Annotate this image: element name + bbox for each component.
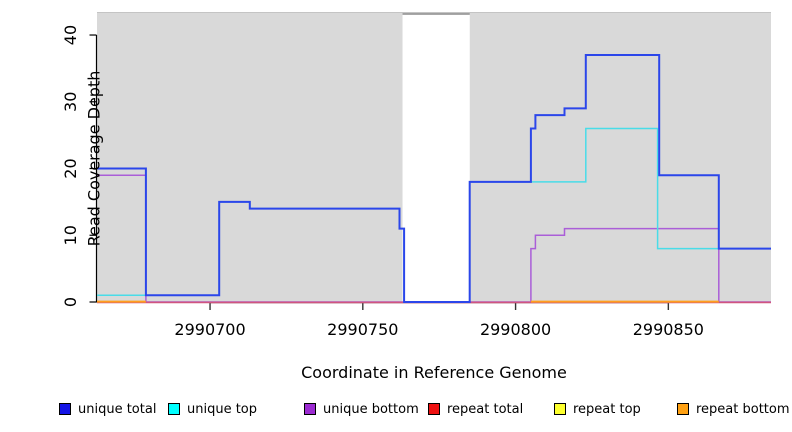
y-tick-label: 30 bbox=[61, 92, 80, 112]
x-tick-label: 2990750 bbox=[327, 320, 398, 339]
legend-item-repeat-bottom: repeat bottom bbox=[677, 398, 790, 420]
x-tick-label: 2990850 bbox=[633, 320, 704, 339]
legend-label-unique-top: unique top bbox=[187, 401, 258, 417]
y-tick-label: 10 bbox=[61, 225, 80, 245]
legend-item-unique-bottom: unique bottom bbox=[304, 398, 419, 420]
legend-swatch-unique-total bbox=[59, 403, 71, 415]
x-tick-label: 2990800 bbox=[480, 320, 551, 339]
series-unique-total bbox=[97, 54, 771, 303]
legend-label-repeat-bottom: repeat bottom bbox=[696, 401, 790, 417]
legend-label-unique-total: unique total bbox=[78, 401, 157, 417]
legend-swatch-repeat-bottom bbox=[677, 403, 689, 415]
legend-swatch-repeat-top bbox=[554, 403, 566, 415]
legend-item-unique-top: unique top bbox=[168, 398, 257, 420]
legend-item-repeat-top: repeat top bbox=[554, 398, 641, 420]
legend-swatch-repeat-total bbox=[428, 403, 440, 415]
y-tick-label: 20 bbox=[61, 158, 80, 178]
y-tick-label: 40 bbox=[61, 25, 80, 45]
no-data-gap bbox=[402, 14, 470, 302]
legend-label-repeat-top: repeat top bbox=[573, 401, 641, 417]
legend-label-repeat-total: repeat total bbox=[447, 401, 524, 417]
x-axis-title: Coordinate in Reference Genome bbox=[301, 363, 567, 382]
legend-label-unique-bottom: unique bottom bbox=[323, 401, 419, 417]
legend-item-unique-total: unique total bbox=[59, 398, 156, 420]
y-tick-label: 0 bbox=[61, 297, 80, 307]
legend-swatch-unique-top bbox=[168, 403, 180, 415]
x-tick-label: 2990700 bbox=[174, 320, 245, 339]
legend-swatch-unique-bottom bbox=[304, 403, 316, 415]
chart-legend: unique total unique top unique bottom repea… bbox=[0, 398, 792, 424]
plot-area: 0 10 20 30 40 2990700 2990750 2990800 2990850 bbox=[61, 12, 771, 339]
legend-item-repeat-total: repeat total bbox=[428, 398, 523, 420]
y-axis-title: Read Coverage Depth bbox=[84, 70, 104, 247]
